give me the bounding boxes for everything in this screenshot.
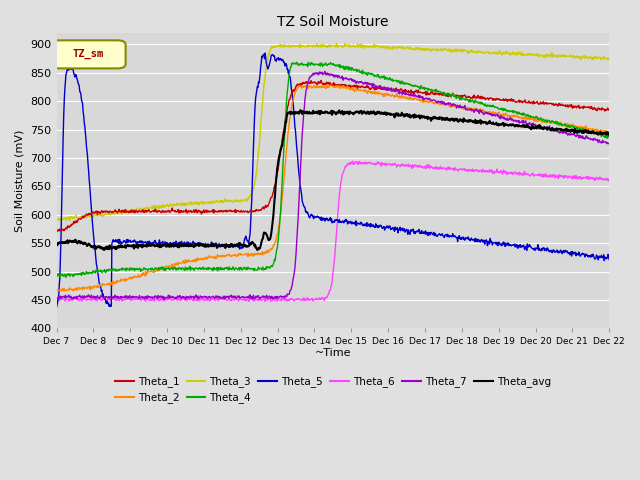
Theta_avg [276, 146, 284, 152]
Y-axis label: Soil Moisture (mV): Soil Moisture (mV) [15, 130, 25, 232]
FancyBboxPatch shape [51, 40, 125, 68]
Theta_6 [605, 178, 613, 183]
Theta_5 [52, 304, 60, 310]
Theta_3 [66, 218, 74, 224]
Theta_2 [297, 83, 305, 89]
Theta_6 [276, 297, 284, 302]
Theta_7 [52, 295, 60, 301]
Theta_2 [433, 100, 441, 106]
Theta_6 [484, 169, 492, 175]
Line: Theta_avg: Theta_avg [56, 110, 609, 250]
Theta_avg [495, 122, 502, 128]
Theta_2 [495, 111, 502, 117]
Theta_3 [484, 50, 492, 56]
Theta_4 [297, 61, 305, 67]
X-axis label: ~Time: ~Time [315, 348, 351, 358]
Theta_3 [605, 56, 613, 61]
Legend: Theta_1, Theta_2, Theta_3, Theta_4, Theta_5, Theta_6, Theta_7, Theta_avg: Theta_1, Theta_2, Theta_3, Theta_4, Thet… [111, 372, 555, 408]
Theta_5 [494, 243, 502, 249]
Theta_7 [160, 297, 168, 302]
Theta_7 [109, 295, 117, 301]
Line: Theta_3: Theta_3 [56, 44, 609, 221]
Theta_4 [433, 88, 441, 94]
Theta_6 [297, 297, 305, 303]
Theta_6 [52, 297, 60, 303]
Theta_2 [52, 287, 60, 292]
Theta_3 [109, 209, 117, 215]
Theta_avg [605, 130, 613, 135]
Theta_4 [605, 133, 613, 139]
Theta_3 [297, 42, 305, 48]
Theta_1 [495, 96, 502, 102]
Theta_avg [297, 107, 305, 113]
Theta_5 [605, 257, 613, 263]
Theta_1 [53, 228, 61, 234]
Theta_1 [276, 148, 284, 154]
Theta_4 [276, 209, 284, 215]
Theta_avg [433, 116, 441, 121]
Text: TZ_sm: TZ_sm [72, 49, 104, 60]
Theta_avg [52, 240, 60, 246]
Title: TZ Soil Moisture: TZ Soil Moisture [277, 15, 388, 29]
Theta_3 [495, 50, 502, 56]
Theta_2 [605, 130, 613, 136]
Line: Theta_6: Theta_6 [56, 161, 609, 301]
Theta_avg [109, 244, 117, 250]
Theta_7 [433, 100, 441, 106]
Line: Theta_2: Theta_2 [56, 84, 609, 291]
Theta_4 [62, 275, 70, 280]
Theta_6 [433, 166, 441, 172]
Theta_6 [261, 299, 269, 304]
Theta_3 [433, 46, 441, 52]
Theta_2 [109, 280, 117, 286]
Theta_2 [484, 109, 492, 115]
Theta_3 [52, 216, 60, 222]
Theta_4 [484, 103, 492, 108]
Theta_6 [495, 169, 502, 175]
Theta_avg [253, 247, 261, 253]
Theta_4 [52, 274, 60, 280]
Theta_5 [484, 239, 492, 244]
Theta_1 [484, 97, 492, 103]
Theta_avg [297, 109, 305, 115]
Theta_7 [297, 165, 305, 171]
Theta_7 [484, 111, 492, 117]
Theta_7 [276, 293, 284, 299]
Theta_7 [605, 141, 613, 146]
Theta_2 [54, 288, 62, 294]
Theta_5 [261, 50, 269, 56]
Line: Theta_7: Theta_7 [56, 72, 609, 300]
Theta_1 [109, 209, 117, 215]
Theta_1 [52, 228, 60, 234]
Theta_4 [495, 106, 502, 111]
Theta_6 [349, 158, 356, 164]
Line: Theta_5: Theta_5 [56, 53, 609, 307]
Theta_7 [495, 112, 502, 118]
Theta_6 [109, 296, 117, 302]
Theta_5 [109, 237, 117, 242]
Theta_5 [276, 56, 284, 61]
Theta_2 [276, 211, 284, 217]
Theta_5 [433, 233, 440, 239]
Theta_1 [605, 107, 613, 112]
Line: Theta_1: Theta_1 [56, 81, 609, 231]
Theta_4 [109, 266, 117, 272]
Theta_1 [433, 90, 441, 96]
Theta_2 [303, 82, 311, 87]
Theta_1 [297, 81, 305, 87]
Theta_1 [317, 78, 325, 84]
Theta_3 [341, 41, 349, 47]
Theta_4 [292, 60, 300, 65]
Theta_avg [484, 120, 492, 125]
Line: Theta_4: Theta_4 [56, 62, 609, 277]
Theta_3 [276, 42, 284, 48]
Theta_5 [297, 184, 305, 190]
Theta_7 [321, 69, 329, 74]
